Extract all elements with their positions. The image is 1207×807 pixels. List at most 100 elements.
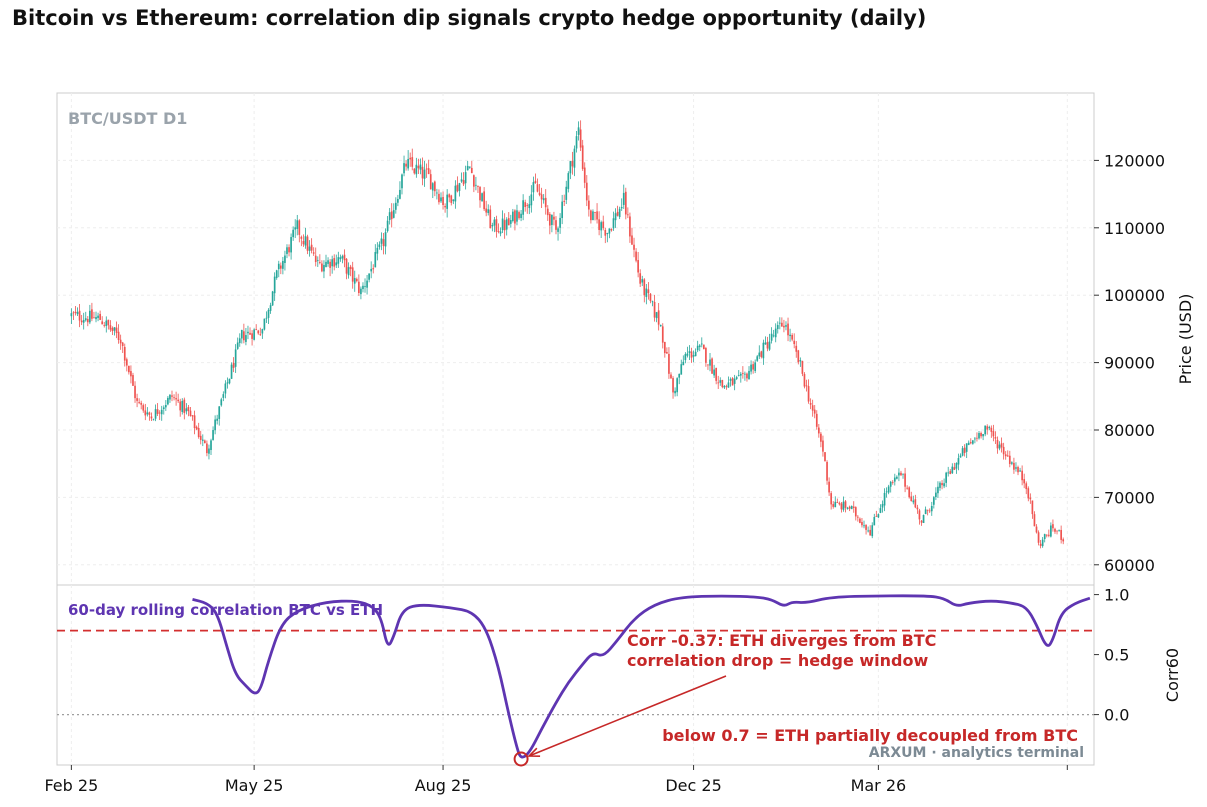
candle-body (485, 208, 488, 213)
candle-body (117, 331, 120, 341)
candle-body (1052, 524, 1054, 529)
candle-body (727, 382, 730, 388)
candle-body (497, 231, 500, 232)
candle-body (838, 502, 841, 505)
candle-body (199, 435, 202, 440)
candle-body (649, 293, 652, 302)
candle-body (173, 397, 175, 399)
candle-body (600, 222, 603, 231)
candle-body (696, 345, 699, 351)
candle-body (442, 197, 444, 205)
candle-body (368, 273, 370, 280)
candle-body (686, 353, 689, 356)
candle-body (817, 427, 820, 434)
candle-body (132, 375, 134, 386)
candle-body (957, 458, 960, 465)
candle-body (487, 209, 490, 213)
candle-body (164, 405, 167, 408)
candle-body (495, 219, 498, 232)
candle-body (900, 472, 902, 476)
candle-body (290, 237, 292, 253)
candle-body (754, 362, 757, 371)
candle-body (932, 497, 935, 505)
candle-body (1004, 454, 1007, 457)
candle-body (682, 361, 685, 366)
candle-body (976, 437, 978, 439)
corr-panel-label: 60-day rolling correlation BTC vs ETH (68, 601, 383, 619)
candle-body (1056, 530, 1058, 532)
candle-body (674, 390, 676, 394)
candle-body (95, 317, 97, 320)
candle-body (859, 518, 861, 523)
candle-body (481, 193, 483, 202)
candle-body (657, 310, 660, 325)
candle-body (688, 351, 691, 353)
candle-body (298, 220, 301, 235)
candle-body (725, 385, 728, 387)
candle-body (715, 367, 718, 381)
price-y-tick-label: 70000 (1104, 488, 1155, 507)
candle-body (236, 342, 239, 349)
candle-body (608, 228, 611, 234)
candle-body (863, 525, 865, 527)
candle-body (493, 219, 496, 226)
candle-body (273, 276, 276, 294)
candle-body (70, 313, 73, 317)
candle-body (144, 410, 147, 416)
candle-body (292, 229, 294, 238)
candle-body (639, 273, 642, 284)
price-y-axis: 60000 70000 80000 90000 100000 110000 120000 (1094, 151, 1165, 575)
candle-body (848, 506, 851, 509)
candle-body (323, 265, 325, 272)
candle-body (538, 192, 541, 195)
candle-body (891, 481, 894, 483)
candle-body (1000, 443, 1003, 448)
candle-body (974, 438, 976, 440)
candle-body (417, 165, 420, 169)
candle-body (828, 481, 830, 493)
candle-body (224, 383, 227, 394)
candle-body (980, 433, 982, 437)
candle-body (861, 521, 863, 526)
candle-body (80, 320, 83, 323)
candle-body (953, 467, 956, 470)
candle-body (1011, 462, 1013, 464)
candle-body (222, 394, 225, 398)
correlation-series (192, 594, 1091, 759)
candle-body (388, 212, 391, 221)
candle-body (583, 167, 586, 183)
candle-body (1029, 497, 1032, 500)
candle-body (489, 209, 492, 229)
candle-body (596, 211, 598, 220)
candle-body (910, 496, 913, 502)
candle-body (271, 291, 274, 306)
candle-body (676, 378, 678, 393)
candle-body (844, 501, 847, 508)
candle-body (924, 509, 927, 515)
candle-body (206, 443, 208, 454)
candle-body (306, 236, 309, 251)
candle-body (518, 212, 520, 219)
candle-body (978, 433, 980, 439)
candle-body (581, 145, 584, 169)
candle-body (945, 472, 948, 483)
candle-body (505, 219, 508, 230)
candle-body (643, 279, 646, 296)
price-y-tick-label: 110000 (1104, 219, 1165, 238)
candle-body (766, 342, 769, 349)
candle-body (191, 415, 194, 417)
candle-body (867, 530, 869, 532)
candle-body (610, 228, 613, 231)
candle-body (169, 394, 171, 400)
candle-body (698, 345, 701, 348)
candle-body (592, 211, 594, 221)
candle-body (776, 325, 779, 330)
candle-body (799, 360, 802, 362)
candle-body (119, 339, 122, 344)
candle-body (99, 313, 101, 320)
candle-body (834, 501, 837, 508)
corr-gridlines (70, 585, 1068, 765)
candle-body (181, 400, 184, 412)
candle-body (877, 514, 880, 518)
candle-body (214, 419, 216, 431)
